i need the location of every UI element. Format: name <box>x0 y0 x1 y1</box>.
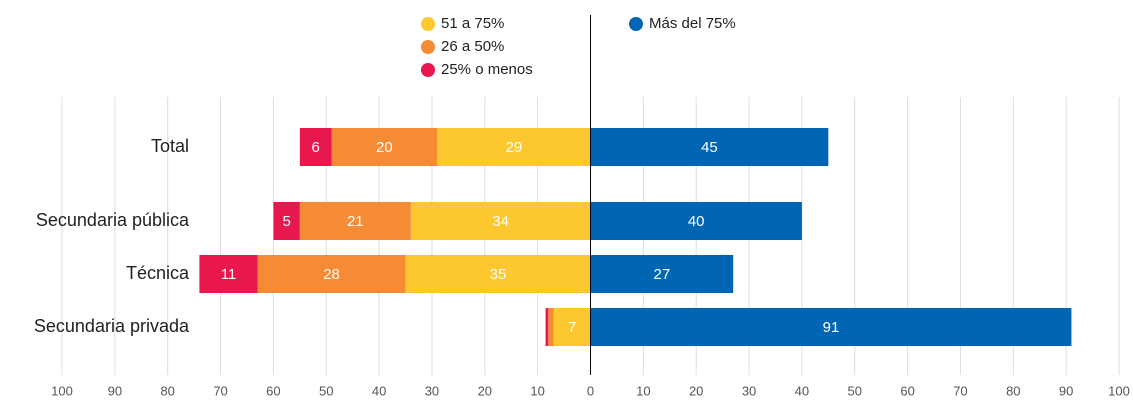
bar-segment <box>405 255 591 293</box>
x-tick-label: 60 <box>266 383 280 398</box>
x-tick-label: 80 <box>1006 383 1020 398</box>
bar-segment <box>553 308 591 346</box>
data-label: 34 <box>492 213 509 230</box>
data-label: 27 <box>654 266 671 283</box>
legend-label: 51 a 75% <box>441 15 504 32</box>
legend-swatch <box>629 17 643 31</box>
data-label: 91 <box>823 319 840 336</box>
x-tick-label: 70 <box>213 383 227 398</box>
category-label: Total <box>151 136 189 156</box>
x-tick-label: 100 <box>51 383 73 398</box>
x-tick-label: 10 <box>636 383 650 398</box>
data-label: 45 <box>701 139 718 156</box>
category-label: Secundaria privada <box>34 316 190 336</box>
data-label: 40 <box>688 213 705 230</box>
x-tick-label: 40 <box>372 383 386 398</box>
bar-segment <box>548 308 554 346</box>
x-tick-label: 90 <box>108 383 122 398</box>
bar-segment <box>273 202 300 240</box>
data-label: 21 <box>347 213 364 230</box>
x-tick-label: 60 <box>900 383 914 398</box>
bar-segment <box>437 128 591 166</box>
x-tick-label: 80 <box>160 383 174 398</box>
x-tick-label: 70 <box>953 383 967 398</box>
bar-segment <box>545 308 549 346</box>
legend-swatch <box>421 63 435 77</box>
data-label: 11 <box>221 266 237 283</box>
x-tick-label: 30 <box>742 383 756 398</box>
x-tick-label: 90 <box>1059 383 1073 398</box>
legend-swatch <box>421 40 435 54</box>
x-tick-label: 0 <box>587 383 594 398</box>
x-tick-label: 50 <box>848 383 862 398</box>
bar-segment <box>590 202 802 240</box>
x-tick-label: 20 <box>689 383 703 398</box>
data-label: 29 <box>506 139 523 156</box>
data-label: 6 <box>312 139 320 156</box>
bar-segment <box>257 255 406 293</box>
x-tick-label: 30 <box>425 383 439 398</box>
category-label: Secundaria pública <box>36 210 190 230</box>
bar-segment <box>199 255 258 293</box>
x-tick-label: 40 <box>795 383 809 398</box>
data-label: 35 <box>490 266 507 283</box>
legend-label: 25% o menos <box>441 61 533 78</box>
x-tick-label: 50 <box>319 383 333 398</box>
data-label: 20 <box>376 139 393 156</box>
x-tick-label: 100 <box>1108 383 1130 398</box>
data-label: 5 <box>282 213 290 230</box>
bar-segment <box>299 128 332 166</box>
bar-segment <box>299 202 411 240</box>
data-label: 28 <box>323 266 340 283</box>
bar-segment <box>410 202 591 240</box>
bar-segment <box>590 128 829 166</box>
legend-label: Más del 75% <box>649 15 736 32</box>
legend-swatch <box>421 17 435 31</box>
bar-segment <box>331 128 438 166</box>
bar-segment <box>590 255 734 293</box>
x-tick-label: 20 <box>478 383 492 398</box>
x-tick-label: 10 <box>530 383 544 398</box>
bar-segment <box>590 308 1072 346</box>
category-label: Técnica <box>126 263 190 283</box>
legend-label: 26 a 50% <box>441 38 504 55</box>
data-label: 7 <box>568 319 576 336</box>
